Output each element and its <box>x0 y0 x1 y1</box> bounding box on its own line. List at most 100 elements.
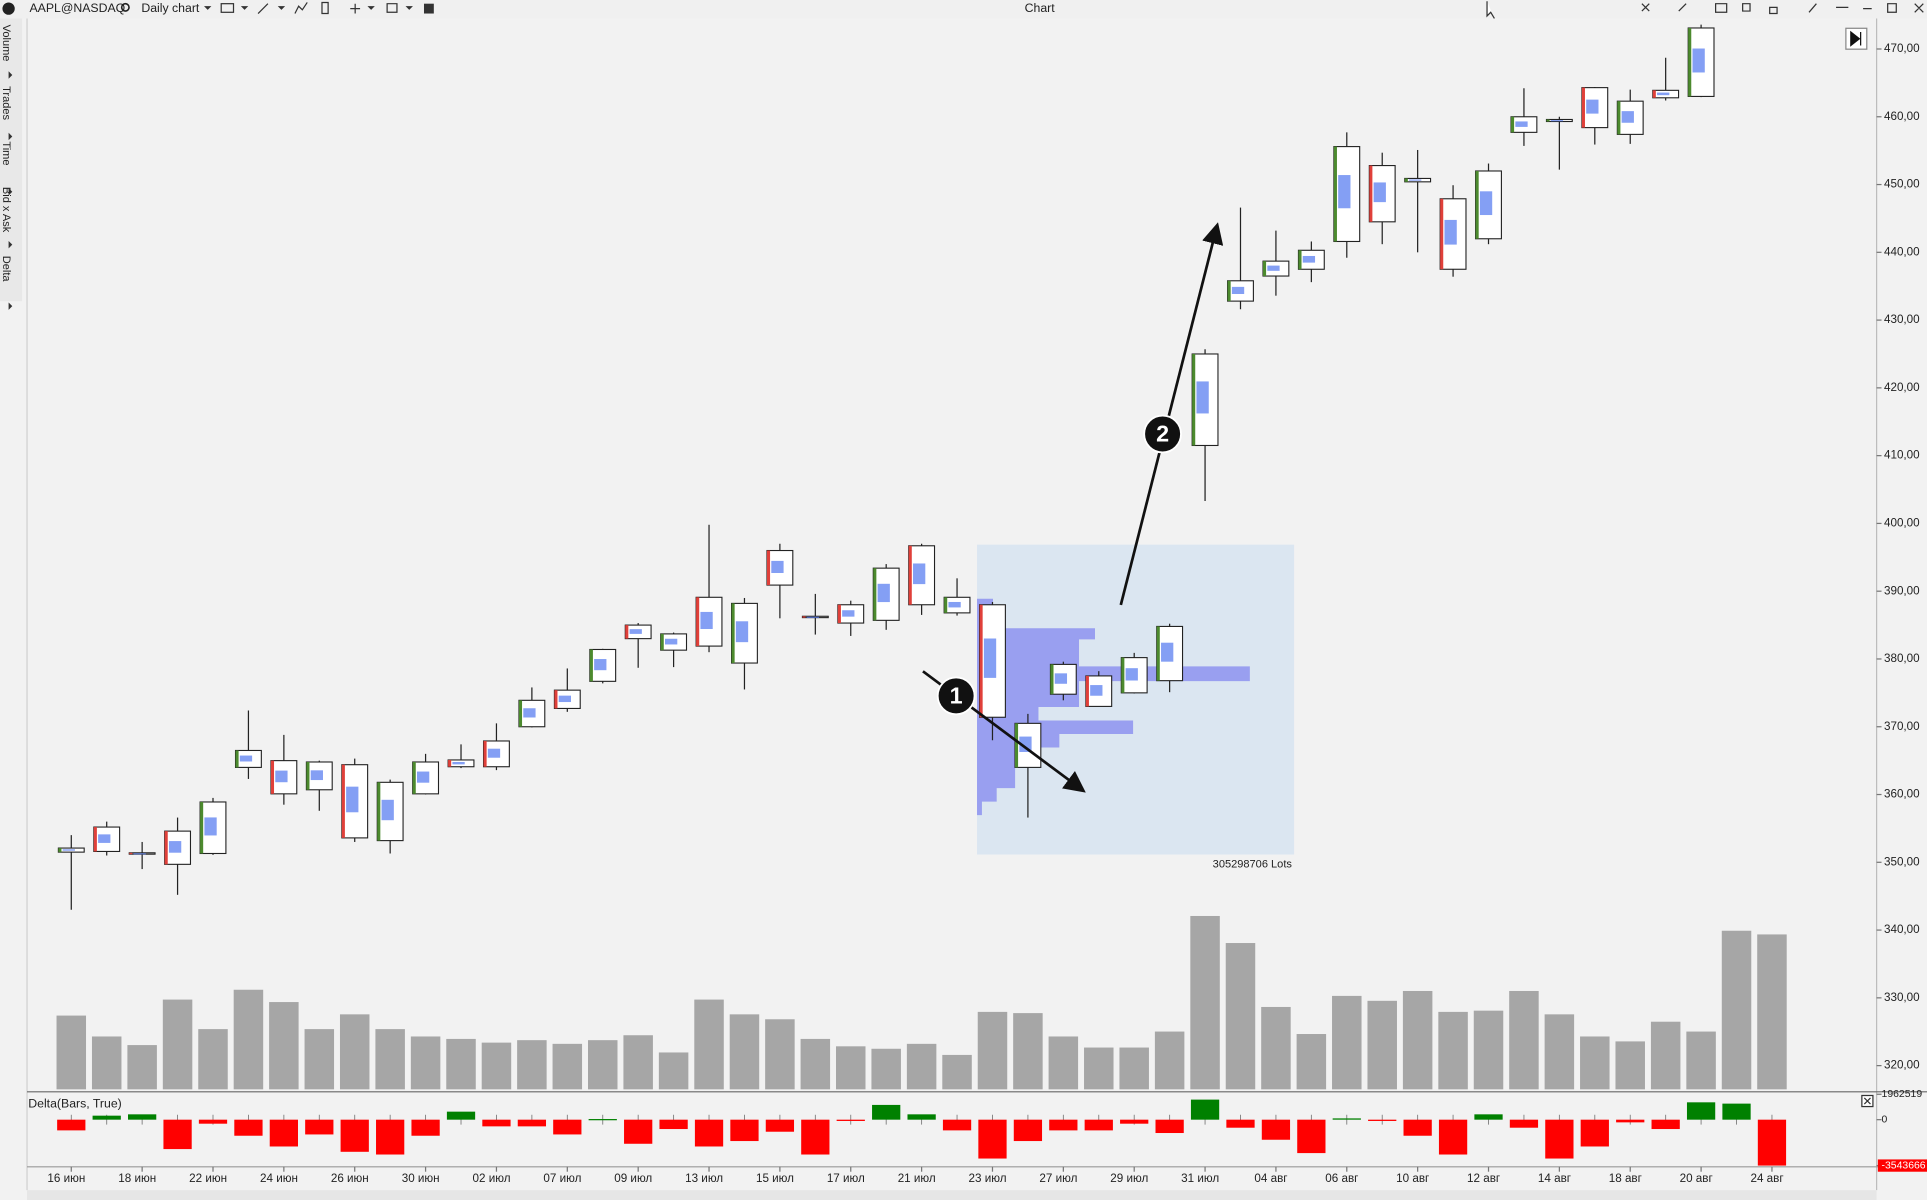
x-tick-label: 02 июл <box>473 1172 511 1185</box>
side-tab[interactable]: Delta <box>0 256 12 283</box>
side-tab[interactable]: Volume <box>0 25 12 62</box>
delta-bar <box>269 1119 298 1147</box>
candle-edge <box>660 633 664 651</box>
delta-bar <box>1474 1114 1503 1120</box>
candle-edge <box>377 782 381 841</box>
delta-bar <box>1686 1102 1716 1120</box>
candle-edge <box>1085 675 1089 707</box>
volume-bar <box>1438 1011 1468 1090</box>
timeframe[interactable]: Daily chart <box>141 1 200 15</box>
volume-bar <box>1084 1047 1114 1090</box>
volume-bar <box>1615 1041 1645 1090</box>
y-tick-label: 410,00 <box>1884 449 1920 462</box>
footprint <box>1586 99 1599 114</box>
delta-bar <box>1190 1099 1220 1120</box>
volume-bar <box>127 1045 157 1090</box>
footprint <box>948 601 961 608</box>
y-tick-label: 360,00 <box>1884 788 1920 801</box>
candle-edge <box>1581 87 1585 128</box>
candle-edge <box>873 568 877 621</box>
marker-1: 1 <box>950 682 963 708</box>
candle-edge <box>1333 146 1337 242</box>
x-tick-label: 06 авг <box>1325 1172 1358 1185</box>
candle-edge <box>129 852 133 855</box>
volume-bar <box>446 1038 476 1090</box>
window-controls[interactable] <box>1641 3 1924 15</box>
volume-bar <box>1013 1013 1043 1090</box>
volume-bar <box>1473 1010 1504 1090</box>
x-tick-label: 30 июн <box>402 1172 440 1185</box>
volume-bar <box>410 1036 441 1090</box>
x-tick-label: 22 июн <box>189 1172 227 1185</box>
candle-edge <box>802 616 806 618</box>
cursor <box>1486 1 1495 19</box>
x-tick-label: 18 авг <box>1609 1172 1642 1185</box>
volume-bar <box>56 1015 87 1090</box>
delta-bar <box>765 1119 795 1132</box>
candle-edge <box>766 550 771 586</box>
footprint <box>1231 286 1245 294</box>
volume-bar <box>694 999 724 1090</box>
delta-bar <box>694 1119 724 1147</box>
scroll-icon <box>1850 30 1862 47</box>
candle-edge <box>908 545 912 605</box>
delta-bar <box>376 1119 405 1155</box>
x-tick-label: 24 авг <box>1750 1172 1783 1185</box>
scrollbar[interactable] <box>27 1190 1877 1200</box>
candle-edge <box>589 649 593 682</box>
footprint <box>1550 120 1564 122</box>
candle-edge <box>164 831 168 865</box>
delta-bar <box>624 1119 653 1144</box>
candle-edge <box>1440 198 1444 270</box>
y-tick-label: 350,00 <box>1884 855 1920 868</box>
candle-edge <box>412 761 416 794</box>
tool-icon[interactable] <box>220 3 235 13</box>
delta-bar <box>1545 1119 1574 1159</box>
candle-edge <box>200 801 204 854</box>
tool-icons[interactable] <box>257 1 398 15</box>
volume-bar <box>1119 1047 1149 1090</box>
x-tick-label: 23 июл <box>969 1172 1007 1185</box>
footprint <box>1267 265 1280 271</box>
toolbar <box>0 0 1927 19</box>
volume-bar <box>1367 1000 1397 1090</box>
volume-bar <box>1650 1021 1681 1090</box>
candle-edge <box>1511 116 1515 133</box>
delta-tick-label: 1962519 <box>1882 1089 1923 1100</box>
candle-edge <box>58 848 62 853</box>
delta-bar <box>1403 1119 1432 1136</box>
candle-edge <box>944 597 948 613</box>
tool-icon[interactable] <box>423 3 434 14</box>
y-tick-label: 400,00 <box>1884 516 1920 529</box>
candle-edge <box>518 700 523 727</box>
footprint <box>594 659 607 671</box>
y-tick-label: 460,00 <box>1884 110 1920 123</box>
side-tab[interactable]: Time <box>0 141 12 165</box>
window-title: Chart <box>1025 1 1056 15</box>
delta-bar <box>942 1119 972 1131</box>
delta-bar <box>1509 1119 1539 1128</box>
delta-bar <box>801 1119 830 1155</box>
dropdown-arrows <box>204 6 413 10</box>
footprint <box>558 695 571 703</box>
candle-edge <box>1050 664 1054 695</box>
volume-bar <box>198 1029 228 1090</box>
candle-edge <box>483 740 487 767</box>
candle-edge <box>731 603 735 664</box>
side-tab[interactable]: Trades <box>0 86 12 120</box>
search-icon[interactable] <box>120 2 130 12</box>
y-tick-label: 440,00 <box>1884 245 1920 258</box>
candle-edge <box>1404 178 1408 182</box>
footprint <box>1196 381 1209 414</box>
side-tab[interactable]: Bid x Ask <box>0 187 12 233</box>
delta-bar <box>1226 1119 1255 1128</box>
candle-edge <box>1475 170 1479 239</box>
y-tick-label: 340,00 <box>1884 923 1920 936</box>
x-tick-label: 04 авг <box>1254 1172 1287 1185</box>
delta-bar <box>482 1119 511 1127</box>
symbol[interactable]: AAPL@NASDAQ <box>29 1 125 15</box>
footprint <box>1444 219 1457 245</box>
footprint <box>1479 191 1493 216</box>
delta-bar <box>872 1104 901 1120</box>
candle-edge <box>1688 27 1692 97</box>
